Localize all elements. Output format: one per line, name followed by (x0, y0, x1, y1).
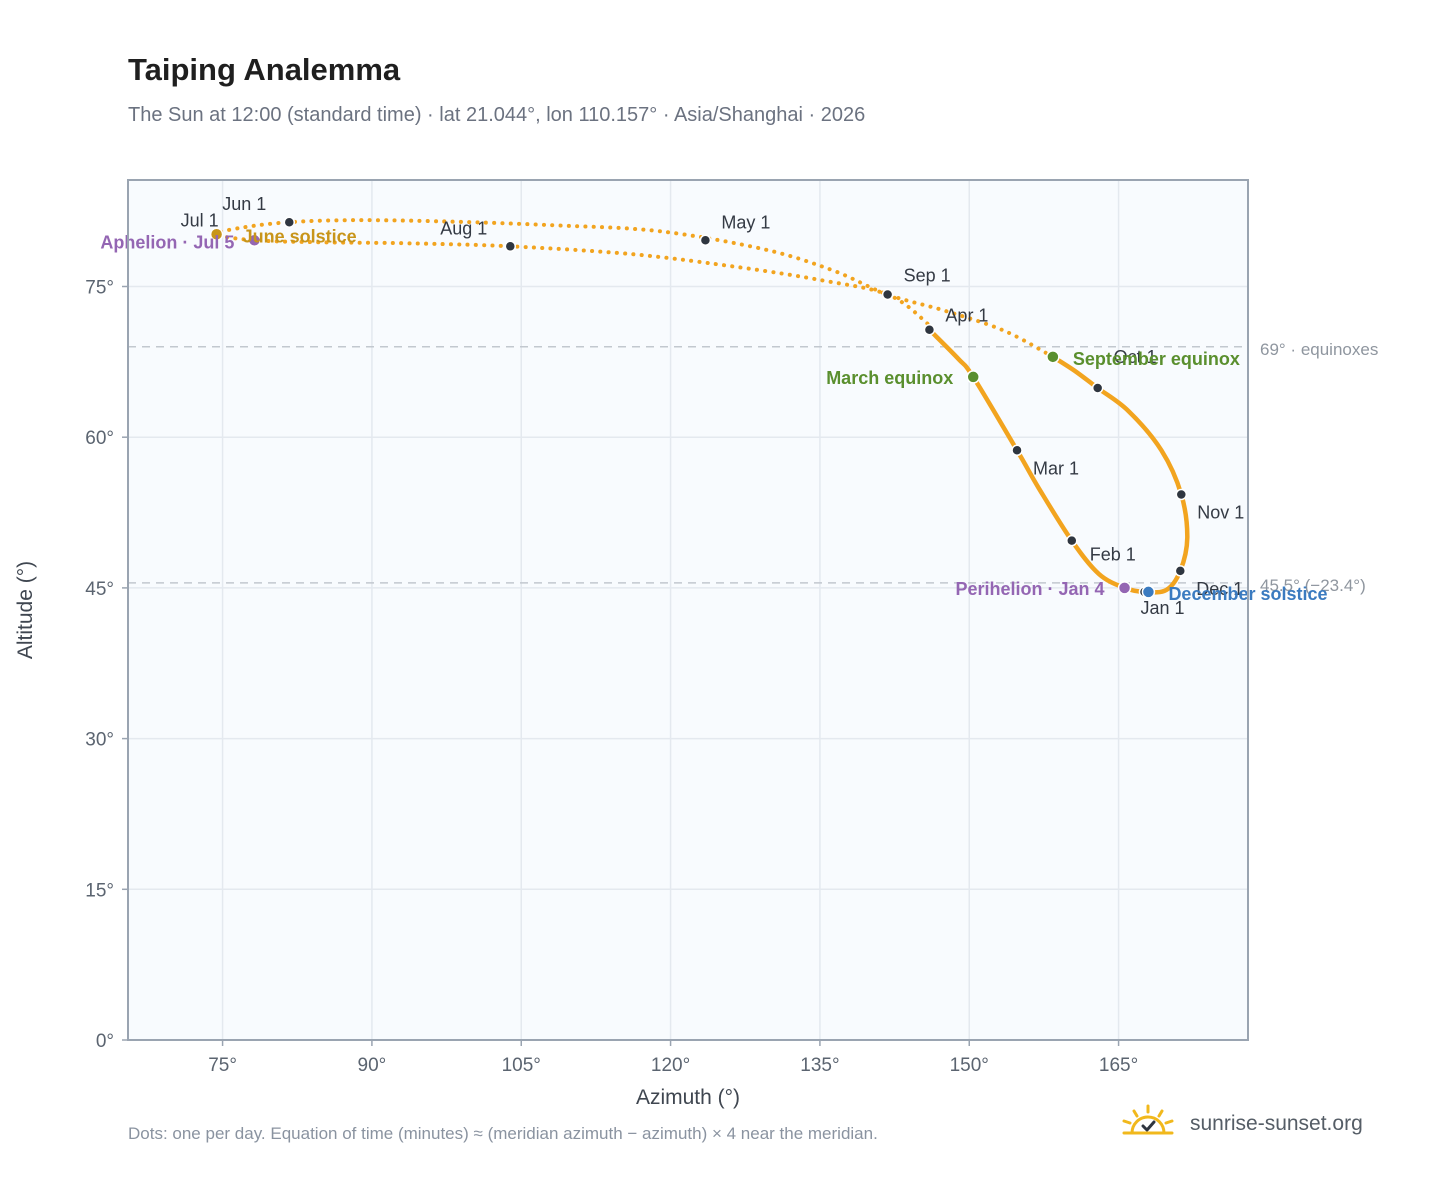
month-label: Jul 1 (181, 210, 219, 230)
month-point (881, 288, 894, 301)
month-label: Feb 1 (1090, 545, 1136, 565)
aphelion-label: Aphelion · Jul 5 (100, 232, 234, 252)
month-point (1175, 488, 1188, 501)
x-tick-label: 135° (800, 1055, 839, 1076)
reference-line-label: 45.5° (−23.4°) (1260, 576, 1366, 595)
y-tick-label: 15° (85, 880, 114, 901)
month-label: Sep 1 (904, 266, 951, 286)
month-point (1091, 382, 1104, 394)
x-axis-label: Azimuth (°) (636, 1086, 740, 1109)
brand[interactable]: sunrise-sunset.org (1120, 1100, 1363, 1148)
y-tick-label: 45° (85, 579, 114, 600)
month-point (699, 234, 712, 247)
plot-area (128, 180, 1248, 1040)
month-point (1011, 444, 1023, 457)
y-tick-label: 60° (85, 428, 114, 449)
month-label: Nov 1 (1197, 502, 1244, 522)
month-label: May 1 (721, 212, 770, 232)
month-point (923, 323, 936, 336)
september-equinox-label: September equinox (1073, 349, 1240, 369)
y-tick-label: 75° (85, 277, 114, 298)
month-label: Jun 1 (222, 194, 266, 214)
month-label: Oct 1 (1114, 347, 1157, 367)
aphelion-point (247, 233, 262, 248)
y-tick-label: 0° (96, 1031, 114, 1052)
chart-subtitle: The Sun at 12:00 (standard time) · lat 2… (128, 104, 866, 126)
axis-ticks: 75° 90° 105° 120° 135° 150° 165° 0° 15° 30° 45° 60°… (85, 277, 1138, 1076)
month-point (1174, 565, 1187, 577)
march-equinox-point (966, 370, 980, 384)
month-point (1066, 534, 1078, 547)
perihelion-point (1117, 581, 1132, 595)
month-label: Jan 1 (1140, 598, 1184, 618)
reference-lines: 69° · equinoxes 45.5° (−23.4°) (128, 340, 1378, 595)
september-equinox-point (1046, 350, 1060, 364)
chart-title: Taiping Analemma (128, 52, 401, 87)
june-solstice-label: June solstice (243, 226, 357, 246)
march-equinox-label: March equinox (826, 368, 953, 388)
june-solstice-point (209, 227, 224, 242)
footer-note: Dots: one per day. Equation of time (min… (128, 1124, 878, 1143)
december-solstice-point (1141, 585, 1156, 599)
x-tick-label: 150° (950, 1055, 989, 1076)
x-tick-label: 105° (502, 1055, 541, 1076)
month-label: Aug 1 (440, 218, 487, 238)
y-axis-label: Altitude (°) (14, 561, 37, 659)
reference-line-label: 69° · equinoxes (1260, 340, 1378, 359)
sun-check-icon (1122, 1104, 1174, 1135)
data-points (209, 216, 1188, 599)
month-label: Mar 1 (1033, 458, 1079, 478)
month-point (283, 216, 296, 228)
x-tick-label: 120° (651, 1055, 690, 1076)
x-tick-label: 75° (208, 1055, 237, 1076)
analemma-summer-segment (214, 218, 1055, 359)
brand-name: sunrise-sunset.org (1190, 1112, 1363, 1135)
x-tick-label: 90° (358, 1055, 387, 1076)
plot-frame (127, 179, 1249, 1041)
perihelion-label: Perihelion · Jan 4 (956, 579, 1105, 599)
month-label: Apr 1 (945, 306, 988, 326)
x-tick-label: 165° (1099, 1055, 1138, 1076)
month-label: Dec 1 (1196, 579, 1243, 599)
y-tick-label: 30° (85, 730, 114, 751)
month-point (504, 240, 517, 253)
